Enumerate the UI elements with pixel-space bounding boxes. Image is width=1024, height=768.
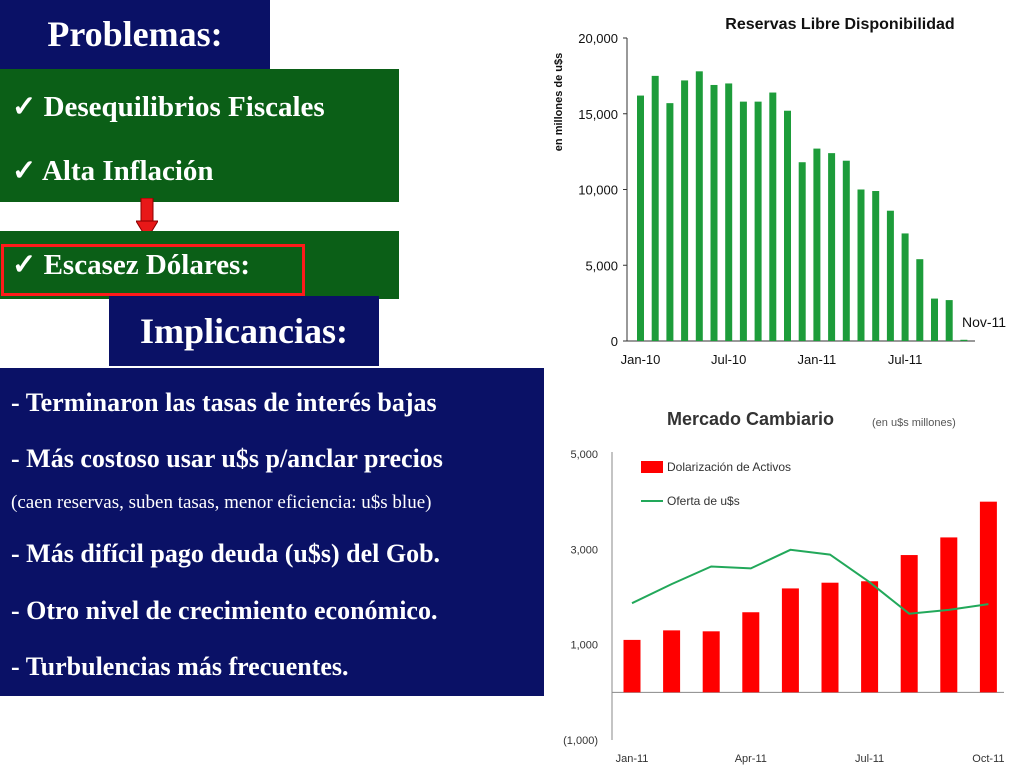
- reserves-bar: [769, 92, 777, 341]
- exchange-x-tick-label: Jan-11: [616, 753, 649, 765]
- reserves-x-tick-label: Jul-10: [711, 352, 746, 367]
- check-icon: ✓: [12, 249, 37, 281]
- reserves-bar: [960, 339, 968, 341]
- reserves-bar: [886, 210, 894, 341]
- exchange-chart-subtitle: (en u$s millones): [872, 417, 956, 429]
- problems-list: ✓ Desequilibrios Fiscales ✓ Alta Inflaci…: [0, 69, 399, 202]
- dollarization-bar: [900, 555, 918, 693]
- exchange-x-tick-label: Apr-11: [735, 753, 767, 765]
- exchange-market-chart: Mercado Cambiario (en u$s millones) (1,0…: [563, 409, 1004, 765]
- exchange-y-tick-label: 3,000: [570, 544, 598, 556]
- implication-line: - Más costoso usar u$s p/anclar precios: [11, 444, 443, 473]
- problem-item-fiscal: ✓ Desequilibrios Fiscales: [12, 89, 325, 124]
- dollarization-bar: [781, 588, 799, 693]
- dollarization-bar: [663, 630, 681, 693]
- reserves-x-tick-label: Jan-10: [621, 352, 661, 367]
- reserves-bar: [872, 191, 880, 341]
- dollarization-bar: [940, 537, 958, 693]
- dollarization-bar: [702, 631, 720, 693]
- problem-item-inflation: ✓ Alta Inflación: [12, 153, 214, 188]
- reserves-x-tick-label: Jul-11: [888, 352, 922, 367]
- reserves-y-tick-label: 20,000: [578, 31, 618, 46]
- reserves-bar: [813, 148, 821, 341]
- reserves-chart: Reservas Libre Disponibilidad en millone…: [553, 16, 1006, 367]
- reserves-bar: [901, 233, 909, 341]
- problems-title-box: Problemas:: [0, 0, 270, 80]
- reserves-bar: [857, 189, 865, 341]
- exchange-y-tick-label: 5,000: [570, 449, 598, 461]
- implications-title: Implicancias:: [139, 311, 348, 351]
- problems-title: Problemas:: [47, 14, 223, 54]
- dollarization-bar: [742, 612, 760, 693]
- implication-line: - Turbulencias más frecuentes.: [11, 652, 349, 681]
- exchange-y-tick-label: (1,000): [563, 735, 598, 747]
- reserves-y-tick-label: 0: [611, 334, 618, 349]
- reserves-bar: [739, 101, 747, 341]
- arrow-down-icon: [136, 198, 158, 240]
- check-icon: ✓: [12, 91, 37, 123]
- reserves-bar: [784, 110, 791, 341]
- reserves-y-tick-label: 15,000: [578, 107, 618, 122]
- problem-label: Alta Inflación: [41, 155, 214, 187]
- legend-swatch-bar: [641, 461, 663, 473]
- implication-line: - Terminaron las tasas de interés bajas: [11, 388, 437, 417]
- implication-line: - Otro nivel de crecimiento económico.: [11, 596, 438, 625]
- dollarization-bar: [821, 582, 839, 693]
- reserves-y-axis-label: en millones de u$s: [553, 53, 565, 151]
- reserves-bar: [637, 95, 644, 341]
- check-icon: ✓: [12, 155, 37, 187]
- exchange-y-tick-label: 1,000: [570, 640, 598, 652]
- reserves-bar: [842, 160, 850, 341]
- reserves-bar: [945, 300, 953, 341]
- reserves-y-tick-label: 5,000: [585, 258, 618, 273]
- problem-item-dollar-shortage: ✓ Escasez Dólares:: [12, 247, 250, 282]
- highlight-outline: [1, 244, 305, 296]
- reserves-bar: [725, 83, 733, 341]
- reserves-bar: [828, 153, 836, 341]
- offer-series-line: [631, 548, 989, 615]
- problem-label: Desequilibrios Fiscales: [43, 91, 325, 123]
- reserves-bar: [651, 75, 659, 341]
- dollarization-bar: [979, 501, 997, 693]
- problem-highlight-box: ✓ Escasez Dólares:: [0, 231, 399, 299]
- reserves-bar: [710, 84, 718, 341]
- exchange-legend: Dolarización de Activos Oferta de u$s: [641, 460, 791, 508]
- reserves-annotation: Nov-11: [962, 314, 1006, 330]
- exchange-chart-title: Mercado Cambiario: [667, 409, 834, 429]
- reserves-x-tick-label: Jan-11: [798, 352, 837, 367]
- implication-note: (caen reservas, suben tasas, menor efici…: [11, 492, 432, 513]
- reserves-bar: [798, 162, 806, 341]
- reserves-bar: [695, 71, 703, 341]
- problem-label: Escasez Dólares:: [43, 249, 251, 281]
- implications-title-box: Implicancias:: [109, 296, 379, 366]
- reserves-bar: [916, 259, 924, 341]
- implication-line: - Más difícil pago deuda (u$s) del Gob.: [11, 539, 441, 568]
- legend-label-dollarization: Dolarización de Activos: [667, 460, 791, 474]
- reserves-bar: [681, 80, 689, 342]
- reserves-y-tick-label: 10,000: [578, 183, 618, 198]
- reserves-chart-title: Reservas Libre Disponibilidad: [725, 16, 954, 33]
- reserves-bar: [754, 101, 762, 341]
- reserves-bar: [931, 298, 938, 341]
- legend-label-offer: Oferta de u$s: [667, 494, 740, 508]
- exchange-x-tick-label: Oct-11: [972, 753, 1004, 765]
- dollarization-bar: [861, 581, 879, 693]
- implications-list: - Terminaron las tasas de interés bajas …: [0, 368, 544, 696]
- dollarization-bar: [623, 639, 641, 693]
- reserves-bar: [666, 103, 674, 342]
- exchange-x-tick-label: Jul-11: [855, 753, 884, 765]
